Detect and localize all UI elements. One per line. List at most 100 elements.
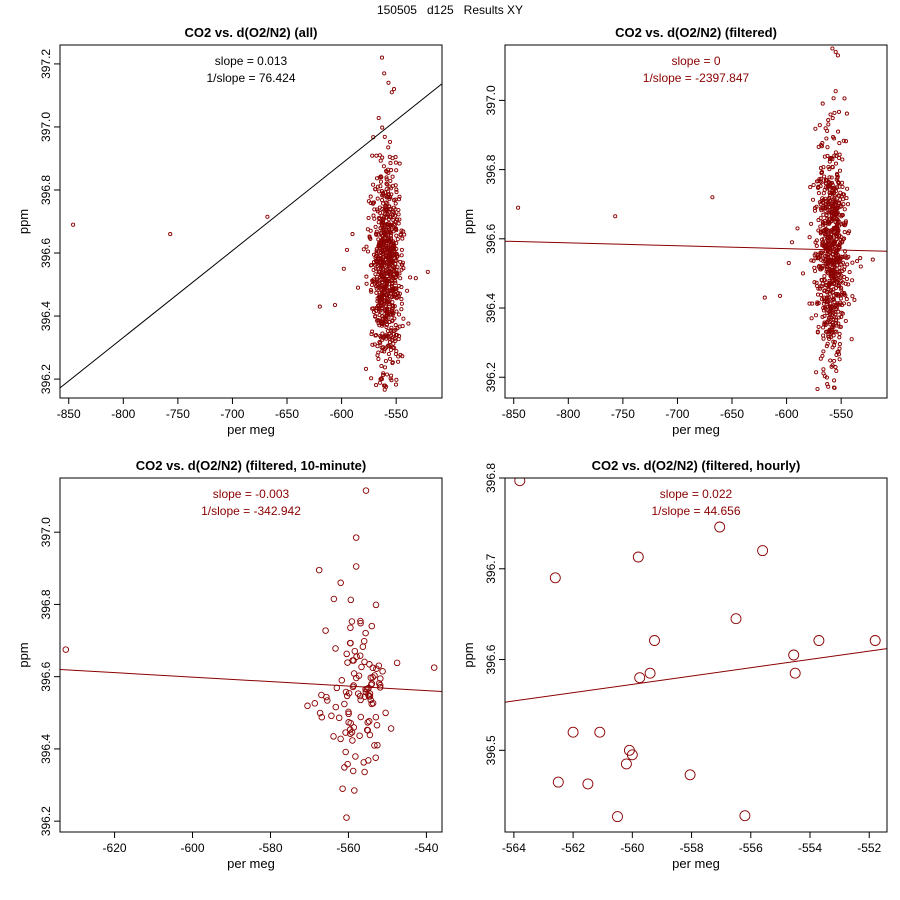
x-tick-label: -850 [57, 407, 81, 421]
data-point [368, 622, 376, 630]
y-tick-label: 396.8 [484, 463, 498, 493]
data-point [375, 279, 380, 284]
data-point [342, 688, 350, 696]
data-point [762, 295, 767, 300]
data-point [388, 233, 394, 238]
data-point [822, 221, 827, 226]
data-point [367, 696, 374, 704]
data-point [347, 639, 354, 647]
data-point [338, 677, 346, 684]
data-point [381, 248, 386, 253]
data-point [821, 297, 826, 302]
data-point [821, 325, 826, 330]
data-point [361, 693, 369, 700]
data-point [814, 280, 819, 285]
data-point [837, 331, 842, 336]
data-point [837, 324, 842, 329]
data-point [370, 306, 375, 311]
data-point [387, 356, 393, 361]
data-point [376, 356, 381, 362]
data-point [395, 295, 400, 300]
data-point [396, 337, 401, 342]
data-point [385, 295, 390, 300]
slope-annotation: slope = -0.003 [213, 487, 290, 501]
data-point [822, 174, 827, 179]
data-point [385, 280, 390, 285]
data-point [373, 665, 380, 672]
data-point [838, 190, 843, 195]
data-point [832, 153, 837, 158]
data-point [384, 177, 389, 182]
y-tick-label: 396.6 [39, 661, 53, 691]
data-point [350, 724, 358, 731]
data-point [394, 168, 399, 173]
data-point [828, 112, 833, 117]
data-point [831, 191, 836, 196]
data-point [836, 193, 841, 198]
data-point [836, 244, 842, 249]
data-point [832, 358, 837, 363]
data-point [807, 235, 812, 240]
data-point [827, 157, 833, 162]
data-point [838, 296, 843, 301]
data-point [375, 257, 380, 262]
data-point [831, 297, 836, 302]
data-point [399, 247, 404, 252]
data-point [842, 291, 847, 296]
data-point [839, 222, 844, 227]
data-point [395, 237, 400, 242]
data-point [816, 184, 821, 189]
data-point [364, 719, 371, 726]
data-point [347, 719, 354, 727]
data-point [375, 196, 380, 201]
data-point [822, 288, 827, 294]
regression-line [60, 668, 442, 692]
data-point [836, 109, 842, 114]
data-point [384, 293, 389, 298]
y-tick-label: 396.6 [484, 223, 498, 253]
data-point [408, 275, 413, 280]
data-point [399, 297, 404, 302]
data-point [402, 232, 407, 237]
data-point [834, 329, 839, 334]
data-point [347, 624, 354, 631]
data-point [374, 250, 379, 255]
data-point [391, 218, 396, 223]
data-point [828, 257, 833, 262]
data-point [819, 176, 824, 181]
data-point [373, 313, 378, 319]
x-tick-label: -600 [330, 407, 354, 421]
data-point [391, 341, 396, 346]
data-point [355, 672, 363, 679]
data-point [594, 726, 606, 738]
data-point [386, 145, 391, 150]
data-point [829, 229, 834, 234]
y-tick-label: 396.4 [39, 301, 53, 331]
data-point [372, 342, 377, 347]
data-point [830, 203, 835, 208]
data-point [818, 224, 823, 229]
data-point [394, 190, 399, 195]
data-point [839, 314, 844, 319]
data-point [829, 335, 834, 340]
data-point [379, 55, 385, 60]
x-tick-label: -800 [111, 407, 135, 421]
data-point [822, 313, 827, 319]
data-point [364, 244, 369, 249]
data-point [386, 80, 391, 85]
data-point [814, 243, 819, 248]
data-point [816, 218, 821, 223]
x-tick-label: -600 [181, 841, 205, 855]
data-point [828, 210, 833, 215]
data-point [828, 358, 833, 363]
data-point [834, 317, 839, 322]
x-tick-label: -558 [680, 841, 704, 855]
data-point [833, 257, 838, 262]
data-point [835, 206, 840, 211]
data-point [839, 287, 844, 292]
data-point [850, 260, 855, 265]
data-point [380, 331, 385, 336]
data-point [390, 239, 395, 244]
data-points [60, 487, 442, 821]
data-point [390, 361, 395, 366]
